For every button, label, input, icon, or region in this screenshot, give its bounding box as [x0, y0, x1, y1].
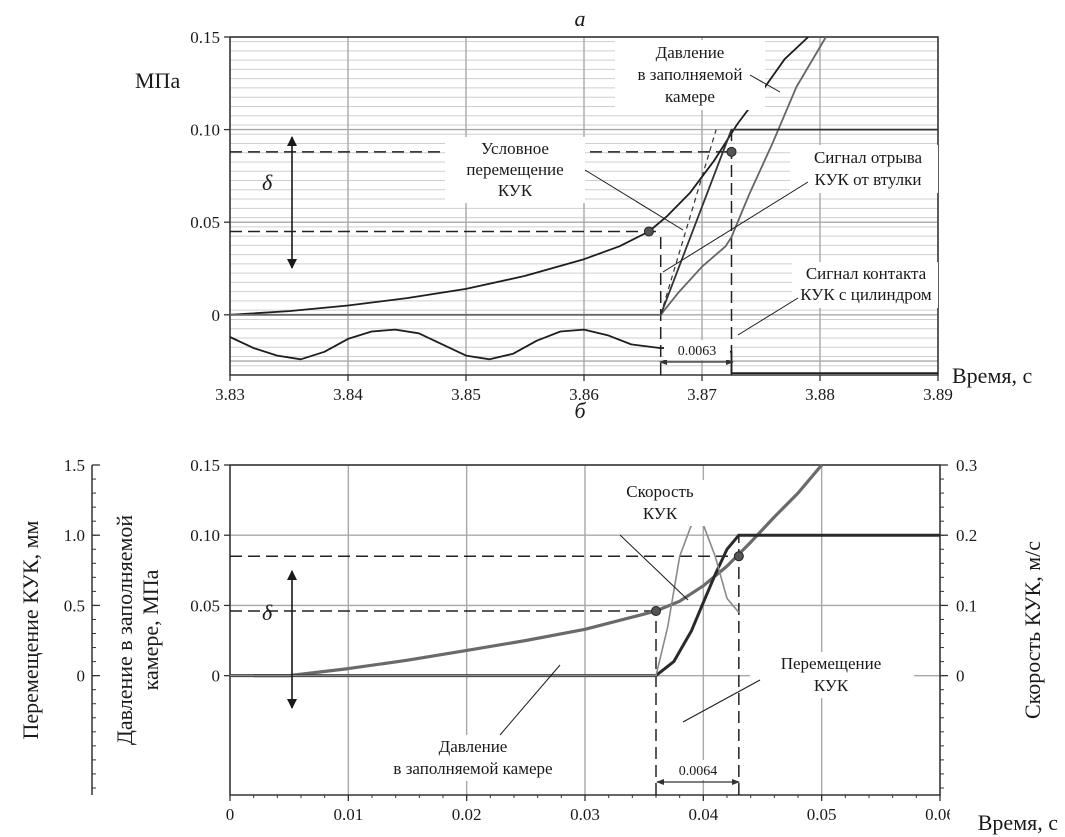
- chart-a-x-tick-label: 3.85: [451, 385, 481, 404]
- chart-a-conditional-ann-line: Условное: [481, 139, 549, 158]
- chart-a-x-tick-label: 3.89: [923, 385, 953, 404]
- chart-a-conditional-ann-line: КУК: [498, 181, 533, 200]
- chart-b-interval-label: 0.0064: [679, 764, 718, 779]
- chart-a-x-tick-label: 3.84: [333, 385, 363, 404]
- chart-b-x-tick-label: 0.05: [807, 805, 837, 824]
- chart-b-y-axis-label-velocity: Скорость КУК, м/с: [1020, 541, 1045, 719]
- chart-b-velocity-ann-line: Скорость: [626, 482, 694, 501]
- chart-a-interval-label: 0.0063: [678, 344, 717, 359]
- chart-b-velocity-tick-label: 0: [956, 667, 965, 686]
- chart-b-y-axis-label-displacement: Перемещение КУК, мм: [18, 520, 43, 739]
- chart-b-displacement-ann-line: КУК: [814, 676, 849, 695]
- chart-b-series-line-0: [254, 465, 822, 676]
- chart-b-y-tick-label: 0: [212, 667, 221, 686]
- chart-a-data-point-marker: [727, 147, 736, 156]
- chart-a-x-tick-label: 3.88: [805, 385, 835, 404]
- chart-b-y-tick-label: 0.10: [190, 526, 220, 545]
- chart-b-velocity-ann-line: КУК: [643, 504, 678, 523]
- chart-b-x-tick-label: 0.03: [570, 805, 600, 824]
- chart-a-y-tick-label: 0: [212, 306, 221, 325]
- chart-b-y-tick-label: 0.15: [190, 456, 220, 475]
- chart-a-contact-leader: [738, 298, 798, 335]
- chart-a: а 3.83 3.84 3.85 3.86 3.87 3.88 3.89 00.050.10…: [135, 6, 1032, 404]
- chart-b-displacement-axis: 0 0.5 1.0 1.5: [64, 456, 100, 795]
- chart-a-y-tick-label: 0.15: [190, 28, 220, 47]
- chart-b-y-axis-label-pressure: камере, МПа: [138, 569, 163, 690]
- chart-b-series-line-2: [230, 520, 739, 676]
- chart-a-conditional-ann-line: перемещение: [466, 160, 563, 179]
- chart-b-displacement-leader: [683, 680, 760, 722]
- chart-a-pressure-ann-line: Давление: [656, 43, 725, 62]
- chart-a-pressure-ann-line: в заполняемой: [638, 65, 743, 84]
- chart-a-breakaway-ann-line: Сигнал отрыва: [814, 148, 923, 167]
- chart-b-x-axis-label: Время, с: [978, 810, 1058, 835]
- chart-a-breakaway-ann-line: КУК от втулки: [815, 170, 922, 189]
- chart-a-y-tick-label: 0.10: [190, 121, 220, 140]
- chart-b-delta-label: δ: [262, 600, 273, 625]
- chart-a-x-tick-label: 3.87: [687, 385, 717, 404]
- chart-b-velocity-tick-label: 0.2: [956, 526, 977, 545]
- chart-b-displacement-tick-label: 1.0: [64, 526, 85, 545]
- chart-a-y-axis-label: МПа: [135, 68, 180, 93]
- chart-b-displacement-tick-label: 1.5: [64, 456, 85, 475]
- chart-b-data-point-marker: [652, 607, 661, 616]
- chart-b-y-tick-label: 0.05: [190, 596, 220, 615]
- chart-b-y-axis-label-pressure: Давление в заполняемой: [112, 515, 137, 746]
- chart-a-contact-ann-line: КУК с цилиндром: [800, 285, 932, 304]
- chart-b-velocity-tick-label: 0.3: [956, 456, 977, 475]
- chart-a-label: а: [575, 6, 586, 31]
- chart-b-displacement-ann-line: Перемещение: [781, 654, 882, 673]
- chart-b-x-tick-label: 0.04: [688, 805, 718, 824]
- chart-b-velocity-axis: 0 0.1 0.2 0.3: [940, 456, 977, 788]
- chart-b-x-tick-label: 0.01: [333, 805, 363, 824]
- chart-b-x-tick-label: 0: [226, 805, 235, 824]
- chart-b-label: б: [574, 398, 586, 423]
- chart-a-y-tick-label: 0.05: [190, 213, 220, 232]
- chart-a-data-point-marker: [644, 227, 653, 236]
- chart-b-displacement-tick-label: 0.5: [64, 596, 85, 615]
- chart-b-displacement-tick-label: 0: [77, 667, 86, 686]
- chart-a-x-axis-label: Время, с: [952, 363, 1032, 388]
- chart-b: б 0 0.01 0.02 0.03 0.04 0.05 0.06 00.050.100.1…: [18, 398, 1062, 836]
- chart-a-delta-label: δ: [262, 170, 273, 195]
- chart-a-pressure-ann-line: камере: [665, 87, 715, 106]
- chart-b-x-tick-label: 0.02: [452, 805, 482, 824]
- chart-b-velocity-tick-label: 0.1: [956, 596, 977, 615]
- chart-b-pressure-ann-line: Давление: [439, 737, 508, 756]
- chart-a-grid: [230, 37, 938, 375]
- chart-b-x-ticks: 0 0.01 0.02 0.03 0.04 0.05 0.06: [226, 795, 955, 824]
- chart-b-data-point-marker: [734, 552, 743, 561]
- chart-a-conditional-leader: [585, 170, 683, 230]
- chart-b-y-ticks: 0 0.05 0.10 0.15: [190, 456, 230, 686]
- chart-a-contact-ann-line: Сигнал контакта: [806, 264, 927, 283]
- chart-a-x-tick-label: 3.83: [215, 385, 245, 404]
- chart-a-y-ticks: 0 0.05 0.10 0.15: [190, 28, 230, 325]
- chart-b-pressure-ann-line: в заполняемой камере: [393, 759, 552, 778]
